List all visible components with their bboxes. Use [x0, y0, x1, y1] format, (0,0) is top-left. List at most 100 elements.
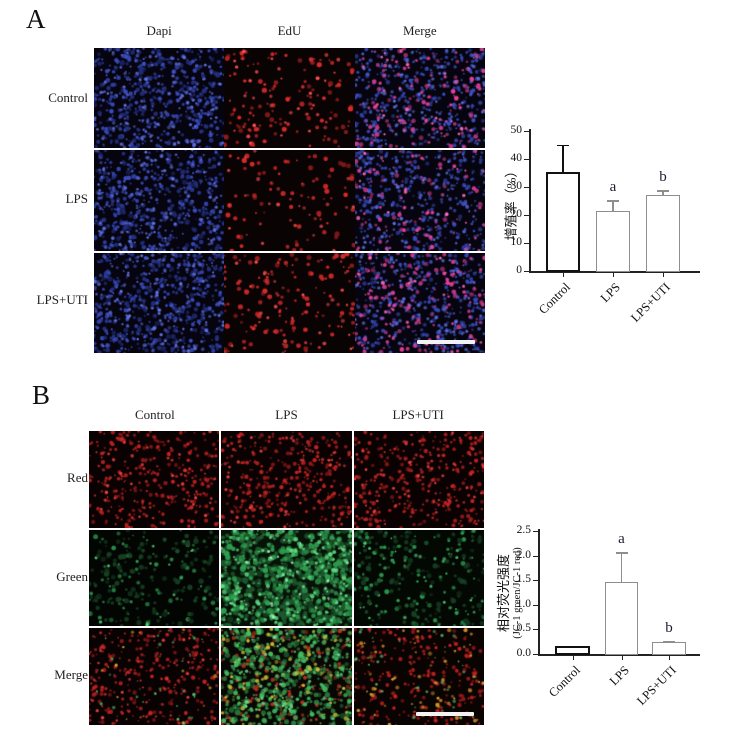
- micrograph-control-dapi: [94, 48, 225, 149]
- significance-letter: b: [659, 169, 667, 186]
- bar-lps: [596, 210, 630, 272]
- column-header: LPS: [275, 407, 298, 422]
- micrograph-image: [353, 431, 484, 528]
- x-tick-mark: [563, 272, 564, 277]
- y-tick-mark: [533, 531, 538, 532]
- micrograph-lps-uti-merge: [354, 252, 485, 353]
- y-tick-mark: [533, 629, 538, 631]
- row-label: Control: [48, 90, 88, 105]
- micrograph-lps-dapi: [94, 150, 225, 251]
- micrograph-image: [94, 150, 225, 251]
- x-tick-mark: [572, 655, 574, 660]
- y-tick-label: 0: [516, 264, 522, 276]
- y-axis-line: [529, 129, 531, 272]
- bar-lps-uti: [646, 195, 680, 272]
- y-tick-mark: [524, 159, 529, 160]
- micrograph-merge-control: [89, 628, 220, 725]
- micrograph-image: [94, 252, 225, 353]
- significance-letter: a: [618, 531, 625, 548]
- micrograph-image: [224, 150, 355, 251]
- column-header: Merge: [402, 23, 437, 38]
- micrograph-lps-uti-dapi: [94, 252, 225, 353]
- panel-a-label: A: [26, 4, 46, 34]
- micrograph-merge-lps-uti: [353, 628, 484, 725]
- y-tick-mark: [524, 187, 529, 188]
- micrograph-lps-merge: [354, 150, 485, 251]
- panel-b-label: B: [32, 380, 51, 410]
- micrograph-merge-lps: [221, 628, 352, 725]
- y-tick-label: 2.0: [516, 548, 531, 561]
- row-label: LPS: [65, 191, 88, 206]
- micrograph-green-lps-uti: [353, 529, 484, 627]
- y-tick-mark: [524, 271, 529, 272]
- y-tick-label: 10: [510, 236, 523, 248]
- micrograph-image: [354, 48, 485, 149]
- micrograph-image: [354, 252, 485, 353]
- bar-lps-uti: [652, 642, 686, 655]
- error-bar-line: [662, 190, 664, 196]
- micrograph-image: [89, 529, 220, 627]
- micrograph-image: [221, 628, 352, 725]
- y-axis-label: 相对荧光强度 (JC-1 green/JC-1 red): [496, 518, 525, 668]
- y-tick-mark: [533, 555, 538, 557]
- column-header: EdU: [277, 23, 302, 38]
- micrograph-image: [221, 529, 352, 627]
- micrograph-image: [89, 628, 220, 725]
- significance-letter: b: [665, 620, 673, 637]
- x-tick-mark: [613, 272, 614, 277]
- micrograph-control-edu: [224, 48, 355, 149]
- bar-lps: [605, 581, 638, 655]
- scale-bar: [415, 711, 474, 716]
- micrograph-image: [221, 431, 352, 528]
- error-bar-line: [612, 200, 614, 211]
- error-bar-cap: [557, 145, 569, 147]
- micrograph-image: [353, 529, 484, 627]
- bar-control: [546, 171, 580, 272]
- y-tick-label: 30: [510, 180, 523, 192]
- micrograph-image: [224, 48, 355, 149]
- row-label: Red: [67, 470, 88, 485]
- y-tick-mark: [524, 215, 529, 216]
- micrograph-green-control: [89, 529, 220, 627]
- y-tick-label: 40: [510, 152, 523, 164]
- micrograph-image: [354, 150, 485, 251]
- y-tick-label: 1.0: [516, 597, 531, 610]
- y-axis-label-line1: 相对荧光强度: [496, 554, 511, 633]
- micrograph-lps-uti-edu: [224, 252, 355, 353]
- micrograph-red-lps: [221, 431, 352, 528]
- micrograph-green-lps: [221, 529, 352, 627]
- micrograph-lps-edu: [224, 150, 355, 251]
- bar-control: [555, 645, 590, 655]
- y-tick-mark: [524, 131, 529, 132]
- error-bar-line: [562, 145, 564, 172]
- error-bar-cap: [607, 200, 619, 202]
- x-tick-mark: [621, 655, 623, 660]
- column-header: Dapi: [146, 23, 172, 38]
- y-tick-mark: [533, 654, 538, 655]
- panel-a-micrograph-grid: [94, 48, 485, 353]
- y-tick-mark: [533, 604, 538, 606]
- jc1-ratio-bar-chart: 相对荧光强度 (JC-1 green/JC-1 red) 0.0 0.5 1.0 1.…: [496, 505, 747, 737]
- x-tick-mark: [669, 655, 670, 660]
- y-tick-label: 20: [510, 208, 523, 220]
- scale-bar: [416, 340, 475, 344]
- panel-a-column-headers: Dapi EdU Merge: [94, 23, 485, 39]
- column-header: LPS+UTI: [392, 407, 444, 422]
- row-label: Green: [56, 569, 88, 584]
- error-bar-line: [620, 552, 623, 582]
- error-bar-cap: [663, 641, 675, 643]
- micrograph-image: [89, 431, 220, 528]
- error-bar-cap: [615, 552, 628, 554]
- y-tick-label: 0.0: [516, 647, 531, 659]
- y-axis-line: [538, 529, 540, 655]
- error-bar-cap: [657, 190, 669, 192]
- proliferation-bar-chart: 增殖率（%） 0 10 20 30 40 50 Control a LPS b LPS+UTI: [498, 112, 747, 350]
- micrograph-image: [224, 252, 355, 353]
- row-label: Merge: [54, 667, 88, 682]
- y-axis-label-line2: (JC-1 green/JC-1 red): [512, 547, 523, 639]
- significance-letter: a: [609, 179, 617, 196]
- y-tick-label: 50: [510, 124, 523, 136]
- y-tick-mark: [533, 580, 538, 582]
- micrograph-image: [94, 48, 225, 149]
- y-tick-mark: [524, 243, 529, 244]
